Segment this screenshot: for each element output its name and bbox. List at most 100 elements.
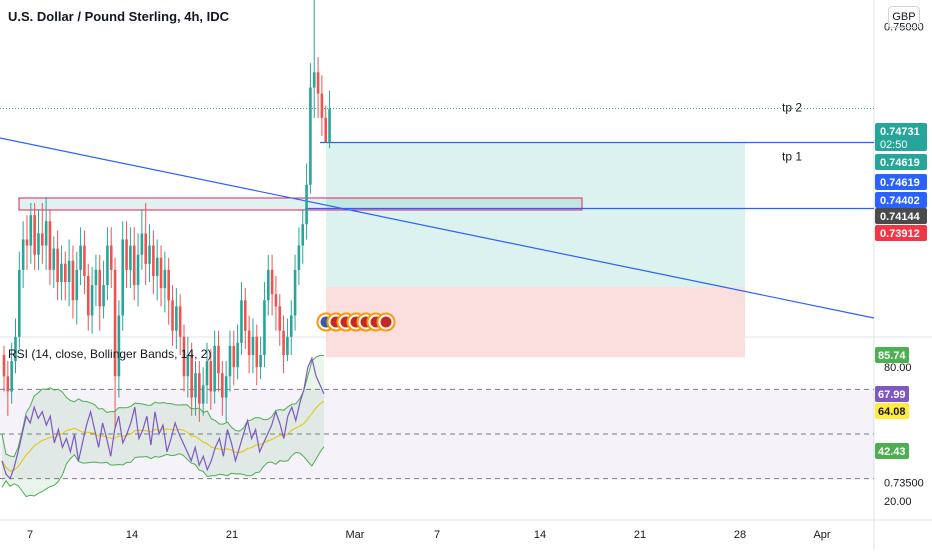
candle-body xyxy=(198,373,201,404)
candle-body xyxy=(144,233,148,264)
candle-body xyxy=(186,354,190,377)
time-tick-label: 21 xyxy=(634,529,646,541)
price-label: 0.74619 xyxy=(880,177,920,189)
candle-body xyxy=(270,269,274,295)
candle-body xyxy=(102,285,105,307)
chart-title: U.S. Dollar / Pound Sterling, 4h, IDC xyxy=(8,9,230,24)
time-tick-label: 14 xyxy=(534,529,546,541)
price-countdown: 02:50 xyxy=(880,139,908,151)
candle-body xyxy=(167,269,170,301)
candle-body xyxy=(2,354,6,377)
candle-body xyxy=(190,354,193,398)
candle-body xyxy=(163,269,167,289)
rsi-value-tag xyxy=(875,347,909,363)
candle-body xyxy=(148,245,151,264)
candle-body xyxy=(236,342,239,368)
rsi-tick-label: 20.00 xyxy=(884,496,912,508)
candle-body xyxy=(182,336,186,377)
candle-body xyxy=(255,336,259,368)
candle-body xyxy=(178,306,182,337)
candle-body xyxy=(29,215,33,246)
price-label-tag xyxy=(875,123,927,151)
candle-body xyxy=(217,345,220,374)
candle-body xyxy=(266,269,270,301)
trendline xyxy=(0,137,875,319)
candle-body xyxy=(155,257,159,276)
candle-body xyxy=(136,254,140,286)
resistance-box xyxy=(18,197,583,211)
price-label: 0.74402 xyxy=(880,195,920,207)
candle-body xyxy=(129,245,132,270)
price-label: 0.73912 xyxy=(880,228,920,240)
candle-body xyxy=(232,345,236,368)
candle-body xyxy=(125,239,128,270)
time-tick-label: Mar xyxy=(346,529,365,541)
candle-body xyxy=(320,93,324,118)
candle-body xyxy=(312,72,316,88)
candle-body xyxy=(41,233,44,246)
rsi-value-tag xyxy=(875,403,909,419)
rsi-value-label: 67.99 xyxy=(878,389,906,401)
candle-body xyxy=(175,306,178,331)
candle-body xyxy=(297,245,301,270)
price-label: 0.74619 xyxy=(880,157,920,169)
candle-body xyxy=(75,269,79,301)
time-tick-label: 14 xyxy=(126,529,138,541)
candle-body xyxy=(79,245,82,270)
rsi-value-label: 64.08 xyxy=(878,406,906,418)
candle-body xyxy=(37,233,40,255)
candle-body xyxy=(48,221,52,270)
candle-body xyxy=(67,260,71,283)
candle-body xyxy=(6,376,10,392)
candle-body xyxy=(316,72,320,94)
price-tick-label: 0.73500 xyxy=(884,478,924,490)
candle-body xyxy=(109,245,113,270)
candle-body xyxy=(14,336,17,362)
price-label-tag xyxy=(875,192,927,208)
candle-body xyxy=(113,269,117,377)
candle-body xyxy=(60,263,63,283)
price-label-tag xyxy=(875,208,927,224)
candle-body xyxy=(259,354,262,368)
time-tick-label: 21 xyxy=(226,529,238,541)
rsi-lower-band xyxy=(1,446,325,498)
candle-body xyxy=(140,233,144,255)
rsi-value-tag xyxy=(875,386,909,402)
price-label-tag xyxy=(875,174,927,190)
candle-body xyxy=(194,373,197,398)
price-label: 0.74731 xyxy=(880,126,920,138)
time-tick-label: 7 xyxy=(434,529,440,541)
candle-body xyxy=(309,87,312,185)
candle-body xyxy=(121,239,125,316)
rsi-tick-label: 80.00 xyxy=(884,362,912,374)
price-label: 0.74144 xyxy=(880,211,921,223)
candle-body xyxy=(228,345,232,377)
candle-body xyxy=(21,239,25,270)
candle-body xyxy=(90,285,94,316)
candle-body xyxy=(171,300,174,331)
time-tick-label: 7 xyxy=(27,529,33,541)
currency-button[interactable]: GBP xyxy=(888,6,920,28)
candle-body xyxy=(63,263,67,283)
candle-body xyxy=(106,245,109,286)
candle-body xyxy=(251,336,255,355)
candle-body xyxy=(301,224,305,246)
candle-body xyxy=(117,315,121,377)
candle-body xyxy=(98,269,102,307)
candle-body xyxy=(274,294,278,307)
candle-body xyxy=(201,385,205,404)
candle-body xyxy=(44,221,48,246)
candle-body xyxy=(159,257,163,289)
candle-body xyxy=(71,260,75,301)
candle-body xyxy=(213,345,216,392)
loss-zone xyxy=(326,286,745,358)
time-tick-label: 28 xyxy=(734,529,746,541)
candle-body xyxy=(56,248,59,283)
profit-zone xyxy=(326,142,745,287)
candle-body xyxy=(86,275,90,316)
candle-body xyxy=(240,300,243,343)
candle-body xyxy=(243,300,247,331)
candle-body xyxy=(263,300,266,355)
